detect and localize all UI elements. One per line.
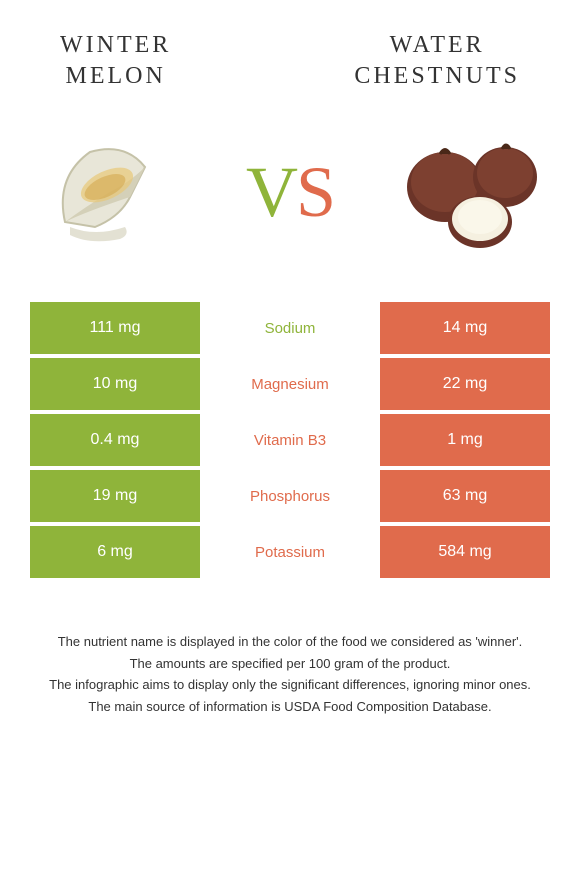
vs-label: VS <box>246 151 334 234</box>
table-row: 10 mg Magnesium 22 mg <box>30 358 550 410</box>
footer-line: The infographic aims to display only the… <box>20 675 560 695</box>
title-line: melon <box>65 63 165 89</box>
left-food-title: Winter melon <box>60 30 171 92</box>
table-row: 19 mg Phosphorus 63 mg <box>30 470 550 522</box>
left-value: 19 mg <box>30 470 200 522</box>
nutrient-name: Vitamin B3 <box>200 414 380 466</box>
title-line: Winter <box>60 32 171 58</box>
water-chestnuts-image <box>390 122 550 262</box>
footer-line: The amounts are specified per 100 gram o… <box>20 654 560 674</box>
left-value: 6 mg <box>30 526 200 578</box>
right-food-title: Water chestnuts <box>354 30 520 92</box>
footer-line: The main source of information is USDA F… <box>20 697 560 717</box>
left-value: 10 mg <box>30 358 200 410</box>
vs-v-letter: V <box>246 152 296 232</box>
vs-s-letter: S <box>296 152 334 232</box>
images-row: VS <box>0 102 580 302</box>
right-value: 14 mg <box>380 302 550 354</box>
nutrient-name: Phosphorus <box>200 470 380 522</box>
nutrient-name: Magnesium <box>200 358 380 410</box>
title-line: chestnuts <box>354 63 520 89</box>
left-value: 111 mg <box>30 302 200 354</box>
nutrient-name: Sodium <box>200 302 380 354</box>
footer-line: The nutrient name is displayed in the co… <box>20 632 560 652</box>
title-line: Water <box>390 32 485 58</box>
table-row: 6 mg Potassium 584 mg <box>30 526 550 578</box>
right-value: 63 mg <box>380 470 550 522</box>
header: Winter melon Water chestnuts <box>0 0 580 102</box>
right-value: 22 mg <box>380 358 550 410</box>
table-row: 111 mg Sodium 14 mg <box>30 302 550 354</box>
winter-melon-image <box>30 122 190 262</box>
left-value: 0.4 mg <box>30 414 200 466</box>
nutrient-name: Potassium <box>200 526 380 578</box>
footer-notes: The nutrient name is displayed in the co… <box>0 582 580 738</box>
comparison-table: 111 mg Sodium 14 mg 10 mg Magnesium 22 m… <box>0 302 580 578</box>
right-value: 1 mg <box>380 414 550 466</box>
right-value: 584 mg <box>380 526 550 578</box>
table-row: 0.4 mg Vitamin B3 1 mg <box>30 414 550 466</box>
